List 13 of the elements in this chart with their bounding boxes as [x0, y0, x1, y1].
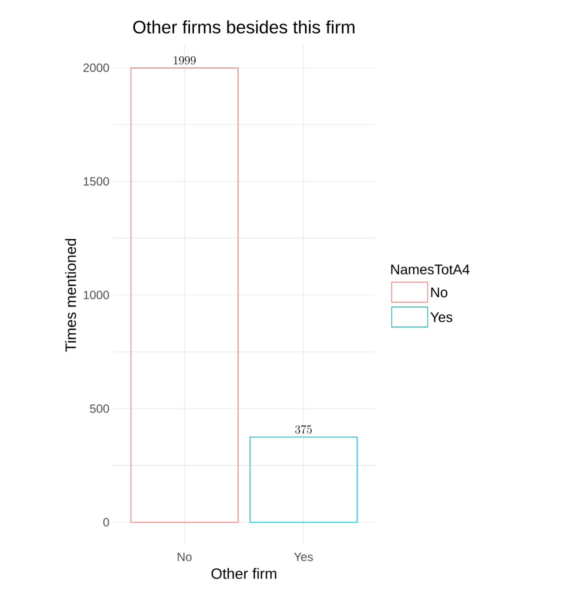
legend-title: NamesTotA4	[391, 264, 470, 274]
legend-label: No	[431, 288, 448, 298]
y-tick-label: 2000	[83, 63, 110, 72]
x-axis-title: Other firm	[211, 568, 276, 579]
data-label: 1999	[174, 56, 196, 64]
y-tick-label: 1000	[84, 290, 110, 300]
chart-title: Other firms besides this firm	[133, 20, 354, 34]
legend-label: Yes	[430, 312, 452, 322]
data-label: 375	[295, 425, 312, 434]
y-axis-title: Times mentioned	[65, 238, 76, 352]
y-tick-label: 0	[103, 518, 110, 526]
y-tick-label: 1500	[84, 177, 110, 186]
y-tick-label: 500	[90, 404, 110, 413]
